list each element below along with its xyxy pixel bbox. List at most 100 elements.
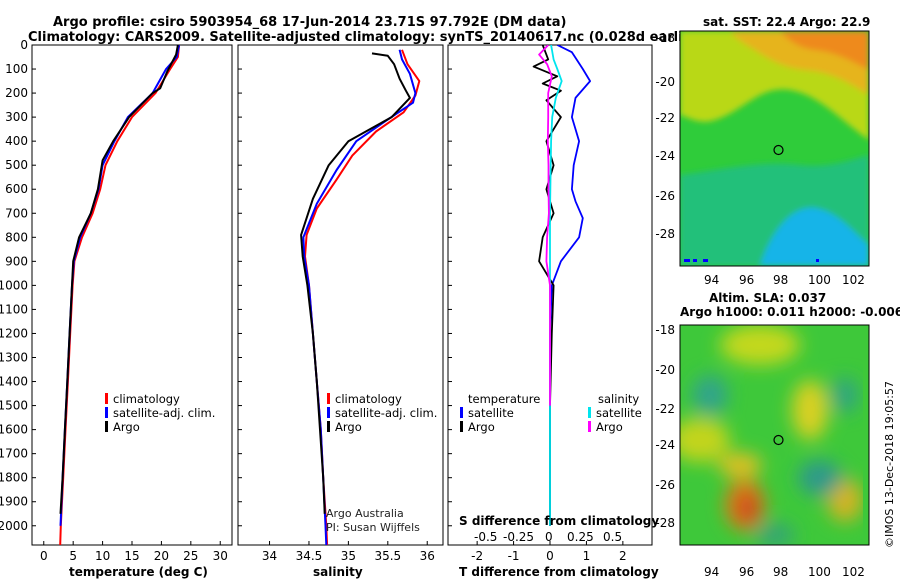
legend-label: satellite-adj. clim. (113, 406, 215, 420)
depth-tick-label: 1400 (0, 375, 28, 389)
sst-land-mask (816, 259, 819, 262)
legend-label: climatology (113, 392, 180, 406)
legend-label: Argo (335, 420, 362, 434)
x2-tick: 0.25 (567, 530, 594, 544)
legend-swatch-climatology (327, 393, 330, 404)
sla-cool-core (692, 375, 728, 415)
salinity-xlabel: salinity (313, 565, 363, 579)
y-tick: -26 (655, 478, 675, 492)
sst-y-ticks: -18 -20 -22 -24 -26 -28 (655, 31, 675, 241)
x-tick-label: 2 (619, 549, 627, 563)
sla-y-ticks: -18 -20 -22 -24 -26 -28 (655, 323, 675, 530)
sst-field (680, 31, 869, 266)
sst-map-frame (679, 30, 870, 267)
sla-anomaly (680, 418, 730, 462)
temperature-legend: climatology satellite-adj. clim. Argo (105, 392, 215, 434)
depth-tick-label: 600 (5, 182, 28, 196)
difference-x-ticks: -2 -1 0 1 2 (471, 541, 627, 563)
depth-tick-label: 0 (20, 38, 28, 52)
legend-label: Argo (113, 420, 140, 434)
depth-tick-label: 900 (5, 254, 28, 268)
series-argo-line (59, 45, 179, 514)
legend-temperature-title: temperature (468, 392, 540, 406)
y-tick: -18 (655, 31, 675, 45)
y-tick: -28 (655, 516, 675, 530)
depth-tick-label: 400 (5, 134, 28, 148)
sla-map-title-1: Altim. SLA: 0.037 (709, 291, 826, 305)
depth-tick-label: 1000 (0, 278, 28, 292)
legend-swatch-climatology (105, 393, 108, 404)
depth-tick-label: 200 (5, 86, 28, 100)
sla-map-frame (679, 324, 870, 546)
x-tick: 98 (773, 273, 788, 287)
sla-anomaly (792, 380, 828, 440)
legend-label: satellite (468, 406, 514, 420)
y-tick: -22 (655, 111, 675, 125)
x-tick-label: -1 (508, 549, 520, 563)
sla-anomaly (720, 325, 800, 365)
sla-heatmap (680, 325, 869, 545)
legend-swatch-argo (327, 421, 330, 432)
depth-tick-label: 800 (5, 230, 28, 244)
difference-x2label: S difference from climatology (459, 514, 659, 528)
legend-swatch-temp-argo (460, 421, 463, 432)
depth-tick-label: 1500 (0, 399, 28, 413)
x-tick-label: 5 (69, 549, 77, 563)
depth-tick-label: 300 (5, 110, 28, 124)
salinity-x-ticks: 34 34.5 35 35.5 36 (262, 541, 435, 563)
legend-swatch-sal-satellite (588, 407, 591, 418)
x-tick: 94 (704, 273, 719, 287)
temperature-x-ticks: 0 5 10 15 20 25 30 (40, 541, 228, 563)
x2-tick: -0.25 (503, 530, 534, 544)
sla-x-ticks: 94 96 98 100 102 (704, 565, 865, 579)
depth-tick-label: 700 (5, 206, 28, 220)
difference-x2-ticks: -0.5 -0.25 0 0.25 0.5 (474, 530, 622, 544)
x-tick: 94 (704, 565, 719, 579)
x-tick-label: -2 (471, 549, 483, 563)
depth-tick-label: 1600 (0, 423, 28, 437)
x-tick-label: 10 (95, 549, 110, 563)
title-line-2: Climatology: CARS2009. Satellite-adjuste… (28, 30, 704, 45)
series-satellite-adj-clim--line (59, 45, 181, 526)
legend-label: satellite (596, 406, 642, 420)
depth-tick-label: 500 (5, 158, 28, 172)
x-tick-label: 34.5 (296, 549, 323, 563)
depth-tick-label: 2000 (0, 519, 28, 533)
y-tick: -20 (655, 363, 675, 377)
footer-stamp: ©IMOS 13-Dec-2018 19:05:57 (883, 381, 896, 548)
x-tick: 100 (808, 565, 831, 579)
y-tick: -28 (655, 227, 675, 241)
sla-warm-core (738, 494, 758, 522)
sst-warm-core (780, 31, 869, 70)
x-tick-label: 15 (124, 549, 139, 563)
salinity-plot-frame (237, 44, 444, 546)
y-tick: -26 (655, 189, 675, 203)
x-tick-label: 0 (546, 549, 554, 563)
x-tick-label: 25 (183, 549, 198, 563)
sla-map-title-2: Argo h1000: 0.011 h2000: -0.006 (680, 305, 900, 319)
depth-axis: 0 100 200 300 400 500 600 700 800 900 1000 1100 1200… (0, 38, 452, 533)
sst-land-mask (703, 259, 708, 262)
x-tick: 96 (739, 273, 754, 287)
sst-land-mask (693, 259, 697, 262)
depth-tick-label: 1900 (0, 495, 28, 509)
sla-cool-core (755, 523, 795, 545)
temperature-xlabel: temperature (deg C) (69, 565, 208, 579)
legend-swatch-satellite (327, 407, 330, 418)
sst-x-ticks: 94 96 98 100 102 (704, 273, 865, 287)
legend-label: climatology (335, 392, 402, 406)
y-tick: -20 (655, 75, 675, 89)
difference-curves (532, 45, 591, 526)
x-tick: 96 (739, 565, 754, 579)
legend-swatch-temp-satellite (460, 407, 463, 418)
depth-tick-label: 1700 (0, 447, 28, 461)
difference-legend: temperature salinity satellite Argo sate… (460, 392, 642, 434)
legend-salinity-title: salinity (598, 392, 639, 406)
legend-label: satellite-adj. clim. (335, 406, 437, 420)
sla-cool-core (831, 377, 859, 413)
sst-land-mask (684, 259, 690, 262)
sla-field (680, 325, 863, 545)
y-tick: -22 (655, 402, 675, 416)
legend-label: Argo (468, 420, 495, 434)
